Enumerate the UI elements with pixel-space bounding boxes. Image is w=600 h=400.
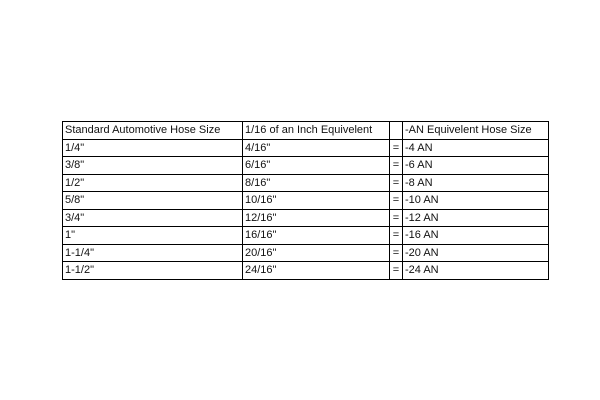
header-cell: 1/16 of an Inch Equivelent: [242, 121, 390, 140]
equals-cell: =: [389, 226, 403, 245]
header-cell: [389, 121, 403, 140]
table-cell: 16/16": [242, 226, 390, 245]
table-cell: 20/16": [242, 243, 390, 262]
table-cell: 10/16": [242, 191, 390, 210]
table-cell: -8 AN: [402, 173, 549, 192]
table-cell: 4/16": [242, 138, 390, 157]
equals-cell: =: [389, 191, 403, 210]
equals-cell: =: [389, 138, 403, 157]
table-cell: 24/16": [242, 261, 390, 280]
table-cell: 6/16": [242, 156, 390, 175]
table-row: 1" 16/16" = -16 AN: [62, 226, 549, 245]
table-row: 1/4" 4/16" = -4 AN: [62, 138, 549, 157]
hose-size-table: Standard Automotive Hose Size 1/16 of an…: [62, 121, 549, 280]
equals-cell: =: [389, 261, 403, 280]
table-cell: -4 AN: [402, 138, 549, 157]
equals-cell: =: [389, 156, 403, 175]
table-cell: 3/8": [62, 156, 243, 175]
table-row: 1-1/4" 20/16" = -20 AN: [62, 243, 549, 262]
table-cell: -16 AN: [402, 226, 549, 245]
equals-cell: =: [389, 243, 403, 262]
table-cell: 3/4": [62, 208, 243, 227]
table-row: 3/4" 12/16" = -12 AN: [62, 208, 549, 227]
table-cell: 1/4": [62, 138, 243, 157]
table-cell: 12/16": [242, 208, 390, 227]
table-cell: -20 AN: [402, 243, 549, 262]
header-cell: Standard Automotive Hose Size: [62, 121, 243, 140]
table-body: 1/4" 4/16" = -4 AN 3/8" 6/16" = -6 AN 1/2" 8/16" =…: [62, 138, 549, 280]
table-cell: -6 AN: [402, 156, 549, 175]
header-cell: -AN Equivelent Hose Size: [402, 121, 549, 140]
table-cell: 1-1/4": [62, 243, 243, 262]
equals-cell: =: [389, 173, 403, 192]
table-cell: 1-1/2": [62, 261, 243, 280]
table-cell: 5/8": [62, 191, 243, 210]
table-row: 1-1/2" 24/16" = -24 AN: [62, 261, 549, 280]
equals-cell: =: [389, 208, 403, 227]
table-cell: -12 AN: [402, 208, 549, 227]
table-cell: 1/2": [62, 173, 243, 192]
table-cell: -24 AN: [402, 261, 549, 280]
table-cell: 8/16": [242, 173, 390, 192]
header-row: Standard Automotive Hose Size 1/16 of an…: [62, 121, 549, 140]
table-cell: 1": [62, 226, 243, 245]
table-cell: -10 AN: [402, 191, 549, 210]
table-row: 1/2" 8/16" = -8 AN: [62, 173, 549, 192]
table-row: 3/8" 6/16" = -6 AN: [62, 156, 549, 175]
table-row: 5/8" 10/16" = -10 AN: [62, 191, 549, 210]
